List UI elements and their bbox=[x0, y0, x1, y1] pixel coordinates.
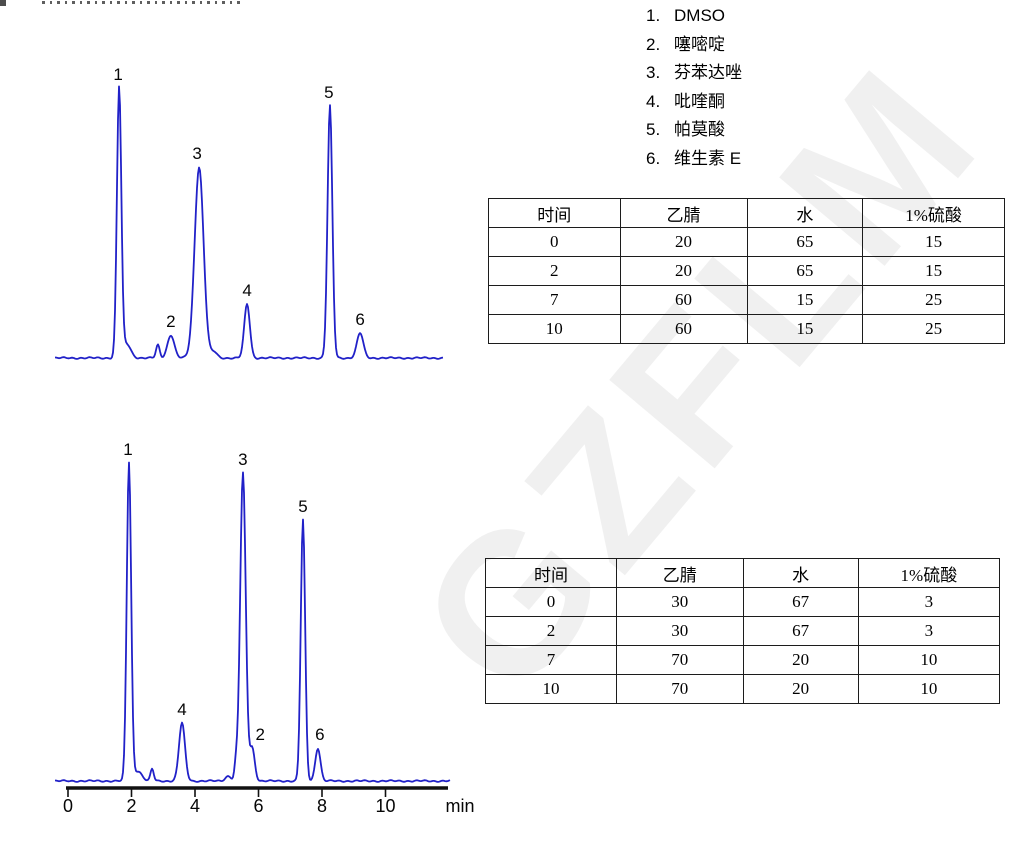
column-header: 乙腈 bbox=[616, 558, 744, 588]
table-row: 10 70 20 10 bbox=[484, 674, 1001, 704]
column-header: 时间 bbox=[488, 198, 621, 228]
legend-item-label: 噻嘧啶 bbox=[674, 34, 725, 54]
table-cell: 15 bbox=[746, 285, 864, 315]
table-cell: 0 bbox=[484, 587, 618, 617]
table-cell: 70 bbox=[616, 645, 744, 675]
peak-label-3: 3 bbox=[192, 144, 201, 163]
table-cell: 30 bbox=[616, 587, 744, 617]
legend-item-number: 3. bbox=[646, 63, 661, 82]
legend-item-number: 5. bbox=[646, 120, 661, 139]
table-cell: 0 bbox=[488, 227, 621, 257]
axis-tick-label-8: 8 bbox=[317, 796, 327, 816]
column-header: 水 bbox=[742, 558, 859, 588]
corner-marker bbox=[0, 0, 6, 6]
column-header: 时间 bbox=[484, 558, 618, 588]
peak-label-6: 6 bbox=[315, 725, 324, 744]
compound-legend: 1. DMSO 2. 噻嘧啶 3. 芬苯达唑 4. 吡喹酮 5. 帕莫酸 6. 维生素 E bbox=[646, 2, 742, 173]
table-cell: 60 bbox=[619, 314, 748, 344]
gradient-table-2: 时间 乙腈水 1%硫酸 0 30 67 3 2 30 67 3 7 70 20 10 10 70 20 10 bbox=[484, 558, 1001, 704]
chromatogram-top: 1 2 3 4 5 6 bbox=[55, 65, 444, 360]
table-cell: 3 bbox=[857, 616, 1001, 646]
axis-unit-label: min bbox=[445, 796, 474, 816]
table-cell: 67 bbox=[742, 587, 859, 617]
axis-tick-label-2: 2 bbox=[126, 796, 136, 816]
column-header: 1%硫酸 bbox=[862, 198, 1005, 228]
table-cell: 15 bbox=[746, 314, 864, 344]
table-cell: 20 bbox=[619, 227, 748, 257]
axis-tick-label-6: 6 bbox=[253, 796, 263, 816]
table-cell: 30 bbox=[616, 616, 744, 646]
table-row: 7 70 20 10 bbox=[484, 645, 1001, 675]
peak-label-5: 5 bbox=[324, 83, 333, 102]
legend-item-3: 3. 芬苯达唑 bbox=[646, 59, 742, 88]
peak-label-6: 6 bbox=[355, 310, 364, 329]
table-cell: 10 bbox=[488, 314, 621, 344]
table-cell: 20 bbox=[742, 674, 859, 704]
legend-item-number: 4. bbox=[646, 91, 661, 111]
table-cell: 2 bbox=[484, 616, 618, 646]
gradient-table-1: 时间 乙腈水 1%硫酸 0 20 65 15 2 20 65 15 7 60 15 25 10 60 15 25 bbox=[488, 198, 1005, 344]
table-cell: 67 bbox=[742, 616, 859, 646]
table-cell: 7 bbox=[488, 285, 621, 315]
table-row: 7 60 15 25 bbox=[488, 285, 1005, 315]
chromatogram-trace bbox=[55, 461, 451, 783]
table-row: 0 30 67 3 bbox=[484, 587, 1001, 617]
legend-item-label: 吡喹酮 bbox=[674, 91, 725, 111]
legend-item-number: 6. bbox=[646, 148, 661, 168]
peak-label-3: 3 bbox=[238, 450, 247, 469]
legend-item-1: 1. DMSO bbox=[646, 2, 742, 31]
axis-tick-label-0: 0 bbox=[63, 796, 73, 816]
chromatogram-bottom: 1 4 3 2 5 6 0 2 4 6 8 10 min bbox=[55, 440, 475, 816]
table-cell: 2 bbox=[488, 256, 621, 286]
table-row: 0 20 65 15 bbox=[488, 227, 1005, 257]
column-header: 1%硫酸 bbox=[857, 558, 1001, 588]
table-row: 2 30 67 3 bbox=[484, 616, 1001, 646]
table-cell: 7 bbox=[484, 645, 618, 675]
legend-item-6: 6. 维生素 E bbox=[646, 145, 742, 174]
legend-item-label: 帕莫酸 bbox=[674, 120, 725, 139]
peak-label-1: 1 bbox=[113, 65, 122, 84]
legend-item-5: 5. 帕莫酸 bbox=[646, 116, 742, 145]
legend-item-label: DMSO bbox=[674, 6, 725, 25]
peak-label-5: 5 bbox=[298, 497, 307, 516]
legend-item-2: 2. 噻嘧啶 bbox=[646, 31, 742, 60]
table-cell: 70 bbox=[616, 674, 744, 704]
x-axis: 0 2 4 6 8 10 min bbox=[63, 786, 475, 816]
peak-label-2: 2 bbox=[166, 312, 175, 331]
table-header-row: 时间 乙腈水 1%硫酸 bbox=[488, 198, 1005, 228]
table-cell: 65 bbox=[746, 227, 864, 257]
legend-item-4: 4. 吡喹酮 bbox=[646, 88, 742, 117]
table-cell: 25 bbox=[862, 314, 1005, 344]
table-cell: 3 bbox=[857, 587, 1001, 617]
legend-item-label: 芬苯达唑 bbox=[674, 63, 742, 82]
table-cell: 10 bbox=[857, 645, 1001, 675]
column-header: 水 bbox=[746, 198, 864, 228]
table-cell: 10 bbox=[857, 674, 1001, 704]
chromatogram-trace bbox=[55, 85, 444, 360]
table-cell: 10 bbox=[484, 674, 618, 704]
table-cell: 15 bbox=[862, 256, 1005, 286]
axis-tick-label-10: 10 bbox=[375, 796, 395, 816]
table-cell: 20 bbox=[742, 645, 859, 675]
table-cell: 20 bbox=[619, 256, 748, 286]
table-row: 10 60 15 25 bbox=[488, 314, 1005, 344]
peak-label-4: 4 bbox=[242, 281, 251, 300]
column-header: 乙腈 bbox=[619, 198, 748, 228]
axis-tick-label-4: 4 bbox=[190, 796, 200, 816]
table-row: 2 20 65 15 bbox=[488, 256, 1005, 286]
truncated-header-text bbox=[42, 1, 242, 4]
table-cell: 15 bbox=[862, 227, 1005, 257]
table-cell: 25 bbox=[862, 285, 1005, 315]
legend-item-label: 维生素 E bbox=[674, 148, 742, 168]
table-cell: 60 bbox=[619, 285, 748, 315]
legend-item-number: 2. bbox=[646, 34, 661, 54]
peak-label-1: 1 bbox=[123, 440, 132, 459]
legend-item-number: 1. bbox=[646, 6, 661, 25]
table-cell: 65 bbox=[746, 256, 864, 286]
peak-label-2: 2 bbox=[255, 725, 264, 744]
peak-label-4: 4 bbox=[177, 700, 186, 719]
table-header-row: 时间 乙腈水 1%硫酸 bbox=[484, 558, 1001, 588]
